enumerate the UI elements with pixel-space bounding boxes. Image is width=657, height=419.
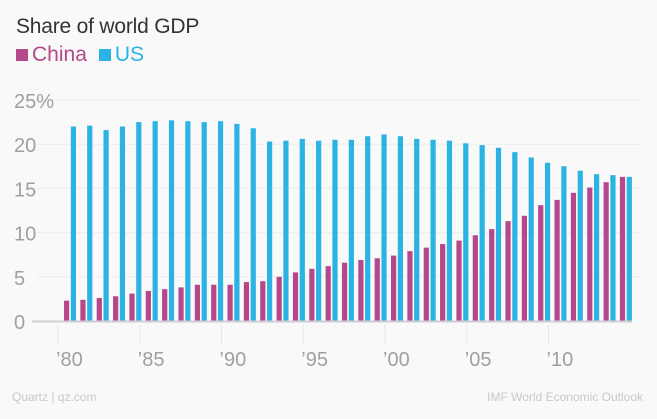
bar-us <box>577 170 583 321</box>
bar-us <box>299 138 305 321</box>
legend-swatch-china <box>16 49 28 61</box>
bar-china <box>260 281 266 321</box>
y-tick-label: 10 <box>14 224 36 246</box>
bar-china <box>423 247 429 321</box>
bar-china <box>407 251 413 321</box>
bar-us <box>512 152 518 321</box>
bar-china <box>243 282 250 321</box>
bar-china <box>554 199 560 321</box>
bar-china <box>472 235 478 321</box>
bar-china <box>587 187 593 321</box>
bar-us <box>234 123 240 321</box>
bar-china <box>309 268 315 321</box>
bar-china <box>162 289 168 321</box>
bar-china <box>374 258 380 321</box>
bar-china <box>391 255 397 321</box>
bar-china <box>129 293 135 321</box>
bar-us <box>250 128 256 321</box>
x-tick-label: ’95 <box>301 349 328 371</box>
bar-us <box>414 138 420 321</box>
bar-china <box>145 290 151 321</box>
bar-us <box>283 140 289 321</box>
bar-us <box>463 143 469 321</box>
bar-china <box>194 284 200 321</box>
footer-source: IMF World Economic Outlook <box>487 390 643 404</box>
bar-china <box>325 266 331 321</box>
x-tick-label: ’05 <box>465 349 492 371</box>
y-tick-label: 5 <box>14 268 25 290</box>
bar-us <box>594 174 600 321</box>
bar-us <box>430 139 436 321</box>
bar-us <box>528 157 534 321</box>
bar-us <box>70 126 76 322</box>
x-tick-label: ’85 <box>138 349 165 371</box>
bar-china <box>570 192 577 321</box>
bar-china <box>227 284 233 321</box>
bar-china <box>211 284 217 321</box>
bar-china <box>538 205 544 321</box>
bar-china <box>292 272 299 321</box>
bar-us <box>201 122 207 321</box>
bar-china <box>456 240 462 321</box>
bar-us <box>561 166 567 321</box>
y-tick-label: 25% <box>14 91 54 113</box>
bar-china <box>113 296 119 321</box>
bar-us <box>152 121 158 321</box>
bar-china <box>505 221 511 321</box>
bar-us <box>610 175 616 321</box>
y-tick-label: 15 <box>14 179 36 201</box>
bar-us <box>544 162 551 321</box>
bar-us <box>381 134 387 321</box>
bar-us <box>332 139 338 321</box>
legend-label-us: US <box>114 43 145 66</box>
bar-us <box>348 139 354 321</box>
bar-china <box>521 215 527 321</box>
bar-china <box>341 262 348 321</box>
bar-us <box>495 147 502 321</box>
chart-title: Share of world GDP <box>16 15 200 38</box>
bar-us <box>119 126 126 322</box>
bar-china <box>64 300 70 321</box>
legend-item-us: US <box>98 43 145 67</box>
bar-us <box>168 120 175 321</box>
bar-china <box>178 287 184 321</box>
legend-item-china: China <box>16 43 87 67</box>
bar-china <box>80 299 86 321</box>
bar-us <box>185 121 191 321</box>
x-tick-label: ’10 <box>547 349 574 371</box>
bar-china <box>358 260 364 321</box>
bar-us <box>136 122 142 321</box>
bar-us <box>103 130 109 321</box>
x-tick-label: ’90 <box>220 349 247 371</box>
bar-china <box>603 182 609 321</box>
bar-us <box>267 141 273 321</box>
bar-china <box>619 176 626 321</box>
bar-us <box>479 145 485 321</box>
x-tick-label: ’00 <box>383 349 410 371</box>
footer-credit: Quartz | qz.com <box>12 390 97 404</box>
bar-china <box>489 229 495 321</box>
bar-us <box>397 136 403 321</box>
bar-us <box>446 140 453 321</box>
bar-us <box>316 140 322 321</box>
bar-china <box>276 276 282 321</box>
bar-us <box>626 176 632 321</box>
x-tick-label: ’80 <box>56 349 83 371</box>
bar-us <box>87 125 93 321</box>
bar-us <box>365 136 371 321</box>
legend: China US <box>16 43 156 67</box>
legend-swatch-us <box>98 49 111 61</box>
bar-china <box>96 298 102 321</box>
legend-label-china: China <box>32 43 87 66</box>
bar-china <box>440 244 446 321</box>
bar-us <box>217 121 224 321</box>
y-tick-label: 20 <box>14 135 36 157</box>
y-tick-label: 0 <box>14 312 25 334</box>
